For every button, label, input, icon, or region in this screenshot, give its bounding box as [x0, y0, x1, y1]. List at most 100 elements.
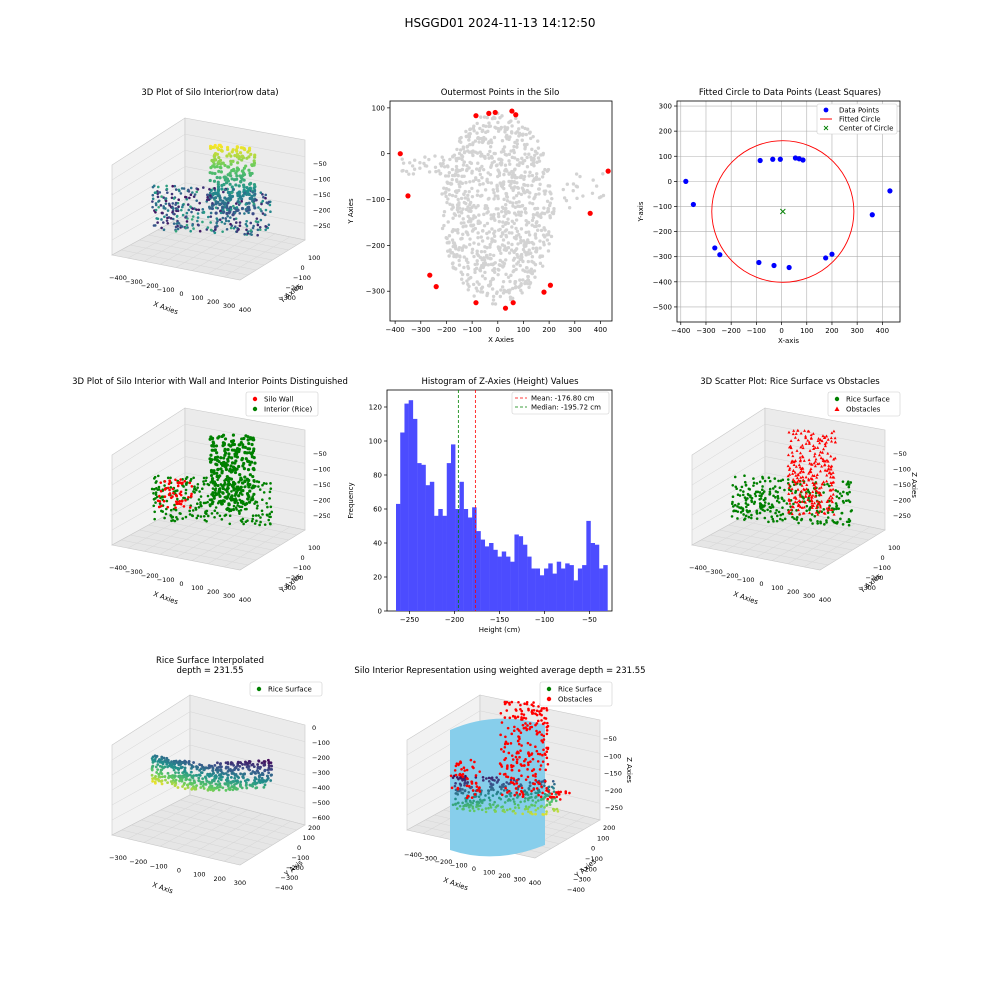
gray-point	[466, 205, 470, 209]
surface-point	[181, 785, 184, 788]
interior-point	[244, 457, 248, 461]
obstacle-point	[821, 434, 825, 438]
data-point	[266, 202, 270, 205]
gray-point	[476, 161, 480, 165]
gray-point	[514, 131, 518, 135]
surface-point	[262, 786, 266, 789]
interior-point	[202, 476, 206, 480]
interior-point	[234, 459, 238, 463]
obstacle-point	[811, 490, 815, 494]
obstacle-point	[821, 450, 825, 454]
gray-point	[507, 231, 512, 235]
gray-point	[513, 279, 518, 284]
rice-surface-point	[507, 782, 511, 786]
rice-surface-point	[530, 803, 533, 807]
gray-point	[441, 161, 445, 166]
gray-point	[469, 161, 474, 166]
data-point	[256, 228, 260, 232]
rice-point	[749, 495, 752, 499]
gray-point	[484, 253, 489, 258]
interior-point	[157, 485, 161, 489]
gray-point	[483, 188, 488, 192]
gray-point	[594, 184, 599, 188]
obstacle-point	[824, 440, 828, 444]
p1-ytick-label: 100	[308, 254, 320, 262]
rice-point	[770, 503, 774, 507]
interior-point	[228, 514, 232, 518]
gray-point	[475, 262, 479, 266]
rice-point	[771, 517, 775, 521]
data-point	[162, 228, 166, 232]
obstacle-point	[455, 762, 459, 765]
obstacle-point	[564, 791, 568, 795]
rice-point	[742, 490, 745, 493]
data-point	[207, 205, 211, 209]
gray-point	[488, 256, 492, 261]
surface-point	[213, 763, 217, 767]
interior-point	[267, 518, 271, 522]
data-point	[166, 209, 170, 212]
gray-point	[512, 256, 517, 261]
gray-point	[486, 210, 490, 214]
obstacle-point	[500, 747, 503, 751]
histogram-bar	[505, 556, 511, 611]
obstacle-point	[545, 729, 549, 732]
histogram-bar	[510, 561, 515, 611]
obstacle-point	[500, 793, 504, 797]
surface-point	[245, 765, 249, 769]
rice-surface-point	[484, 807, 488, 810]
gray-point	[512, 144, 516, 149]
surface-point	[250, 772, 253, 776]
histogram-bar	[412, 418, 418, 611]
rice-point	[775, 514, 779, 518]
gray-point	[462, 192, 466, 197]
interior-point	[223, 496, 227, 499]
obstacle-point	[541, 791, 544, 795]
gray-point	[491, 188, 495, 192]
gray-point	[537, 159, 542, 163]
data-point	[246, 206, 250, 210]
obstacle-point	[538, 730, 541, 734]
data-point	[236, 194, 240, 198]
rice-surface-point	[451, 803, 455, 807]
gray-point	[507, 210, 511, 215]
data-point	[236, 191, 240, 195]
legend-median-label: Median: -195.72 cm	[531, 404, 601, 412]
p7-ztick-label: −500	[312, 799, 330, 807]
obstacle-point	[540, 713, 543, 717]
gray-point	[495, 163, 499, 167]
rice-surface-point	[487, 806, 490, 810]
surface-point	[178, 762, 182, 766]
gray-point	[526, 238, 530, 242]
wall-point	[163, 480, 167, 483]
gray-point	[492, 267, 496, 272]
interior-point	[255, 500, 259, 504]
p4-legend-marker	[252, 406, 258, 412]
p6-xtick-label: 400	[819, 596, 831, 604]
histogram-bar	[544, 568, 549, 611]
obstacle-point	[830, 483, 834, 487]
silo-cylinder	[450, 718, 545, 857]
p4-ztick-label: −250	[313, 512, 330, 520]
rice-point	[842, 501, 845, 504]
obstacle-point	[804, 491, 808, 495]
data-point	[240, 158, 244, 162]
data-point	[228, 210, 232, 214]
rice-point	[752, 481, 756, 485]
surface-point	[167, 776, 170, 780]
gray-point	[522, 174, 527, 179]
surface-point	[169, 780, 173, 783]
surface-point	[161, 760, 165, 764]
surface-point	[199, 771, 203, 775]
p7-floor-pane	[111, 794, 306, 866]
interior-point	[214, 506, 218, 509]
rice-surface-point	[528, 796, 531, 800]
gray-point	[497, 219, 502, 224]
p2-xtick-label: −300	[411, 326, 430, 334]
obstacle-point	[798, 459, 802, 463]
data-point	[192, 195, 196, 198]
obstacle-point	[546, 797, 550, 801]
obstacle-point	[791, 454, 795, 458]
rice-surface-point	[541, 813, 545, 816]
gray-point	[537, 177, 541, 181]
